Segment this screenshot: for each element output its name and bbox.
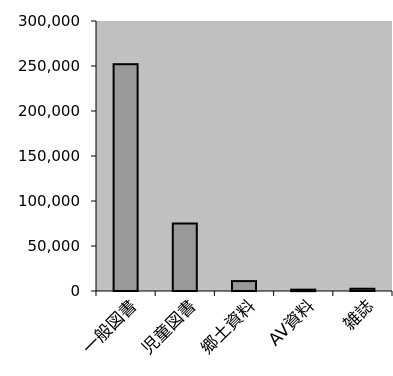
y-tick-label: 0 [70, 282, 80, 300]
y-tick-labels: 0 50,000 100,000 150,000 200,000 250,000… [18, 12, 80, 300]
y-tick-label: 100,000 [18, 192, 80, 210]
x-category-labels: 一般図書 児童図書 郷土資料 AV資料 雑誌 [79, 296, 378, 358]
y-tick-label: 200,000 [18, 102, 80, 120]
y-tick-marks [91, 20, 96, 292]
bar [171, 222, 198, 292]
x-tick-marks [95, 291, 393, 296]
y-tick-label: 50,000 [28, 237, 81, 255]
x-category-label: 郷土資料 [197, 296, 259, 358]
y-tick-label: 150,000 [18, 147, 80, 165]
x-category-label: 一般図書 [79, 296, 141, 358]
x-category-label: 児童図書 [138, 296, 200, 358]
x-category-label: 雑誌 [340, 296, 378, 334]
y-tick-label: 250,000 [18, 57, 80, 75]
bar [112, 63, 139, 292]
y-tick-label: 300,000 [18, 12, 80, 30]
plot-area [96, 21, 392, 291]
x-category-label: AV資料 [265, 296, 319, 350]
bar [231, 280, 257, 293]
